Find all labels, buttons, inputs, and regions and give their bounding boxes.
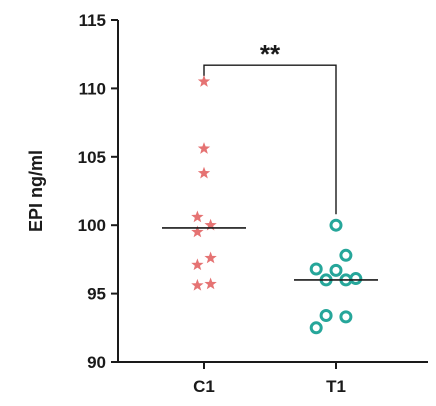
data-point-circle (349, 272, 363, 286)
y-axis: 90 95 100 105 110 115 (78, 11, 119, 372)
series-T1 (294, 218, 378, 335)
data-point-star (191, 278, 204, 291)
y-tick-label: 100 (78, 216, 106, 235)
y-tick-label: 110 (79, 79, 106, 98)
significance-bracket: ** (203, 39, 337, 215)
y-tick-label: 90 (87, 353, 106, 372)
y-tick-label: 95 (87, 285, 106, 304)
significance-line (203, 64, 337, 215)
data-point-circle (329, 263, 343, 277)
series-C1 (162, 75, 246, 291)
data-point-circle (329, 218, 343, 232)
y-axis-title: EPI ng/ml (26, 150, 46, 232)
data-point-circle (319, 308, 333, 322)
data-point-star (204, 277, 217, 290)
data-point-star (197, 75, 211, 87)
significance-label: ** (260, 39, 281, 69)
data-point-star (191, 225, 204, 238)
x-tick-label: C1 (193, 377, 215, 396)
x-axis: C1 T1 (118, 361, 428, 396)
data-point-star (197, 142, 211, 154)
data-point-star (204, 218, 217, 231)
x-tick-label: T1 (326, 377, 346, 396)
data-point-circle (309, 262, 323, 276)
data-point-circle (339, 248, 353, 262)
data-point-circle (309, 321, 323, 335)
y-tick-label: 115 (79, 11, 106, 30)
y-tick-label: 105 (78, 148, 106, 167)
data-point-circle (339, 310, 353, 324)
data-point-star (204, 251, 217, 264)
plot-area (162, 75, 378, 335)
data-point-star (197, 166, 211, 179)
data-point-star (191, 258, 204, 271)
data-point-star (191, 210, 204, 223)
